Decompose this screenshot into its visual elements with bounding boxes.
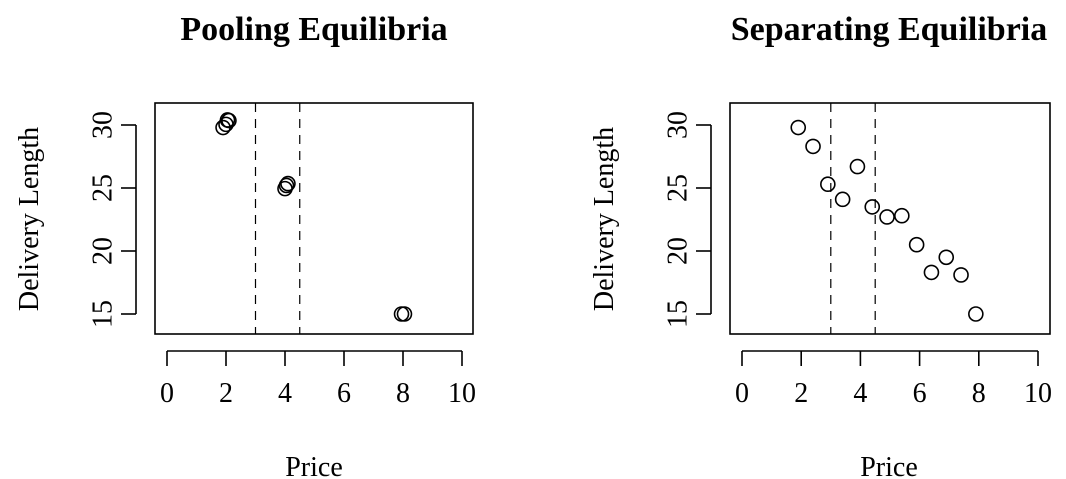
data-point	[908, 236, 925, 253]
data-point	[393, 306, 410, 322]
y-axis: 15 20 25 30	[88, 111, 137, 328]
data-point	[396, 306, 413, 322]
data-point	[879, 209, 895, 225]
y-axis: 15 20 25 30	[663, 111, 712, 328]
x-tick-label: 0	[735, 378, 749, 409]
x-tick-label: 2	[794, 378, 808, 409]
data-point	[834, 191, 851, 208]
x-tick-label: 4	[278, 378, 292, 409]
data-points	[790, 119, 984, 322]
y-tick-label: 20	[88, 237, 119, 265]
chart-title: Pooling Equilibria	[180, 11, 447, 48]
reference-lines	[830, 103, 876, 334]
x-tick-label: 2	[219, 378, 233, 409]
reference-lines	[254, 103, 301, 334]
chart-title: Separating Equilibria	[731, 11, 1047, 48]
x-axis: 0 2 4 6 8 10	[160, 350, 476, 409]
y-axis-label: Delivery Length	[14, 127, 45, 311]
y-tick-label: 15	[663, 300, 694, 328]
data-point	[790, 119, 807, 136]
data-point	[938, 249, 955, 266]
y-tick-label: 30	[88, 111, 119, 139]
data-point	[923, 264, 940, 281]
data-points	[215, 112, 413, 322]
x-axis-label: Price	[860, 452, 918, 479]
x-tick-label: 10	[448, 378, 476, 409]
data-point	[280, 175, 296, 192]
y-tick-label: 20	[663, 237, 694, 265]
y-tick-label: 25	[663, 174, 694, 202]
y-tick-label: 25	[88, 174, 119, 202]
panel-pooling: Pooling Equilibria Price Delivery Length…	[14, 11, 476, 479]
data-point	[968, 306, 984, 322]
data-point	[849, 158, 866, 175]
x-tick-label: 4	[853, 378, 867, 409]
data-point	[894, 207, 910, 224]
data-point	[820, 176, 836, 193]
x-tick-label: 6	[913, 378, 927, 409]
data-point	[953, 267, 969, 283]
panel-separating: Separating Equilibria Price Delivery Len…	[589, 11, 1052, 479]
x-tick-label: 10	[1024, 378, 1052, 409]
plot-frame	[729, 102, 1051, 335]
data-point	[219, 112, 236, 128]
data-point	[864, 199, 881, 215]
x-tick-label: 8	[972, 378, 986, 409]
x-tick-label: 0	[160, 378, 174, 409]
x-tick-label: 6	[337, 378, 351, 409]
data-point	[805, 138, 821, 155]
x-tick-label: 8	[396, 378, 410, 409]
y-tick-label: 15	[88, 300, 119, 328]
data-point	[278, 177, 295, 194]
plot-frame	[154, 102, 474, 335]
x-axis-label: Price	[285, 452, 343, 479]
y-tick-label: 30	[663, 111, 694, 139]
x-axis: 0 2 4 6 8 10	[735, 350, 1052, 409]
y-axis-label: Delivery Length	[589, 127, 620, 311]
